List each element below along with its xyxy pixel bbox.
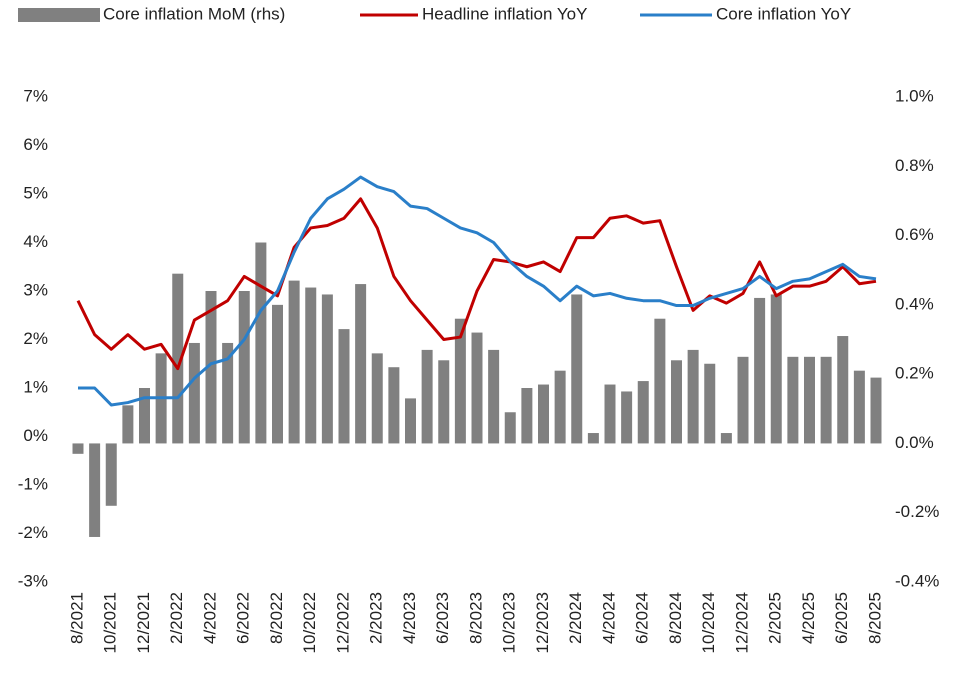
x-tick-label: 10/2024: [699, 592, 718, 653]
x-tick-label: 6/2022: [234, 592, 253, 644]
x-tick-label: 12/2024: [732, 592, 751, 653]
legend-swatch: [18, 8, 100, 22]
bar: [820, 356, 832, 444]
bar: [421, 349, 433, 444]
bar: [305, 287, 317, 444]
x-tick-label: 4/2023: [400, 592, 419, 644]
x-tick-label: 12/2021: [134, 592, 153, 653]
bar: [754, 297, 766, 444]
y-tick-label: -3%: [18, 571, 48, 590]
bar: [621, 391, 633, 444]
bar: [139, 388, 150, 444]
y-tick-label: 6%: [23, 135, 48, 154]
bar: [405, 398, 416, 444]
x-tick-label: 8/2024: [666, 592, 685, 644]
y2-tick-label: 0.8%: [895, 156, 934, 175]
x-tick-label: 10/2022: [300, 592, 319, 653]
y-tick-label: -2%: [18, 523, 48, 542]
bar: [272, 304, 283, 444]
y-tick-label: 3%: [23, 280, 48, 299]
y2-tick-label: 0.4%: [895, 294, 934, 313]
x-tick-label: 10/2021: [101, 592, 120, 653]
bar: [704, 363, 716, 444]
bar: [787, 356, 799, 444]
y2-tick-label: 0.6%: [895, 225, 934, 244]
bar: [471, 332, 483, 444]
x-tick-label: 8/2023: [466, 592, 485, 644]
x-tick-label: 4/2025: [799, 592, 818, 644]
bar: [321, 294, 333, 444]
line: [76, 197, 877, 371]
bar: [853, 370, 865, 444]
legend-label: Core inflation YoY: [716, 4, 851, 23]
bar: [521, 388, 533, 444]
x-tick-label: 6/2025: [832, 592, 851, 644]
bar: [238, 291, 250, 444]
y2-tick-label: 1.0%: [895, 86, 934, 105]
bar: [737, 356, 749, 444]
bar: [105, 443, 117, 506]
y-tick-label: 5%: [23, 183, 48, 202]
line: [78, 175, 877, 407]
bar: [587, 433, 599, 444]
bar: [188, 342, 200, 444]
y2-tick-label: -0.4%: [895, 571, 939, 590]
bar: [720, 433, 732, 444]
bar: [637, 381, 649, 444]
bar: [870, 377, 882, 444]
x-tick-label: 12/2023: [533, 592, 552, 653]
bar: [205, 291, 217, 444]
x-tick-label: 12/2022: [333, 592, 352, 653]
y-tick-label: 7%: [23, 86, 48, 105]
bar: [355, 284, 367, 444]
bar: [654, 318, 666, 444]
bar: [371, 353, 383, 444]
bar: [122, 405, 134, 444]
x-tick-label: 8/2022: [267, 592, 286, 644]
bar: [504, 412, 516, 444]
bar: [438, 360, 450, 444]
bar: [288, 280, 300, 444]
x-tick-label: 4/2022: [200, 592, 219, 644]
bar: [222, 342, 234, 444]
legend-label: Core inflation MoM (rhs): [103, 4, 285, 23]
y-tick-label: 2%: [23, 329, 48, 348]
x-tick-label: 6/2023: [433, 592, 452, 644]
bar: [571, 294, 583, 444]
x-tick-label: 4/2024: [599, 592, 618, 644]
y-tick-label: 0%: [23, 426, 48, 445]
bar: [837, 336, 849, 444]
bar: [255, 242, 267, 444]
bar: [388, 367, 400, 444]
x-tick-label: 6/2024: [633, 592, 652, 644]
y2-tick-label: 0.0%: [895, 433, 934, 452]
x-tick-label: 10/2023: [500, 592, 519, 653]
y2-tick-label: 0.2%: [895, 364, 934, 383]
y-tick-label: 4%: [23, 232, 48, 251]
y-tick-label: 1%: [23, 377, 48, 396]
bar: [172, 273, 184, 444]
x-tick-label: 2/2022: [167, 592, 186, 644]
bar: [604, 384, 616, 444]
x-tick-label: 2/2025: [766, 592, 785, 644]
x-tick-label: 2/2023: [367, 592, 386, 644]
x-tick-label: 8/2021: [67, 592, 86, 644]
y2-tick-label: -0.2%: [895, 502, 939, 521]
bar: [687, 349, 699, 444]
x-tick-label: 8/2025: [865, 592, 884, 644]
legend-label: Headline inflation YoY: [422, 4, 587, 23]
bar: [89, 443, 101, 537]
y-tick-label: -1%: [18, 474, 48, 493]
bar: [554, 370, 566, 444]
bar: [338, 329, 350, 444]
bar: [671, 360, 682, 444]
bar: [804, 356, 815, 444]
bar: [488, 349, 500, 444]
bar: [454, 318, 466, 444]
bar: [538, 384, 549, 444]
bar: [770, 294, 782, 444]
bar: [72, 443, 84, 454]
x-tick-label: 2/2024: [566, 592, 585, 644]
